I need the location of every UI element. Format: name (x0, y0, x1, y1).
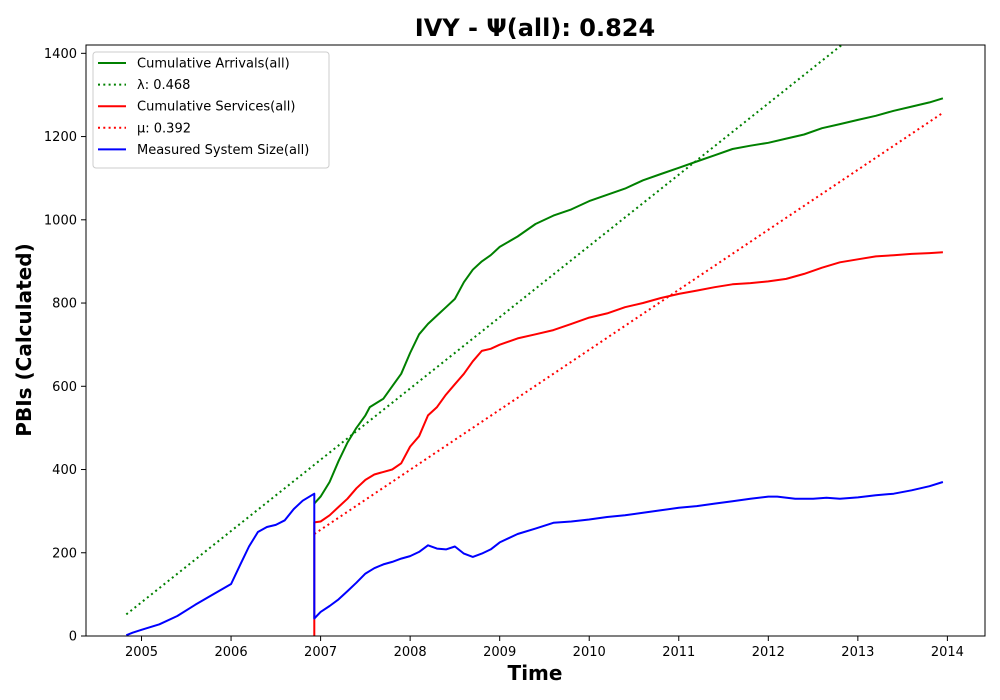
y-tick-label: 0 (69, 630, 77, 645)
x-tick-label: 2005 (125, 645, 158, 660)
x-tick-label: 2013 (841, 645, 874, 660)
x-tick-label: 2010 (573, 645, 606, 660)
y-tick-label: 600 (52, 380, 77, 395)
y-tick-label: 1000 (44, 213, 77, 228)
y-tick-label: 400 (52, 463, 77, 478)
x-tick-label: 2014 (931, 645, 964, 660)
x-tick-label: 2008 (394, 645, 427, 660)
y-tick-label: 1200 (44, 130, 77, 145)
y-axis-label: PBIs (Calculated) (12, 243, 36, 436)
legend-label-1: λ: 0.468 (137, 78, 190, 93)
x-tick-label: 2012 (752, 645, 785, 660)
y-tick-label: 1400 (44, 47, 77, 62)
y-tick-label: 200 (52, 546, 77, 561)
x-axis-label: Time (508, 661, 563, 685)
x-tick-label: 2009 (483, 645, 516, 660)
y-tick-label: 800 (52, 297, 77, 312)
chart-title: IVY - Ψ(all): 0.824 (415, 14, 655, 42)
x-tick-label: 2006 (215, 645, 248, 660)
legend-label-4: Measured System Size(all) (137, 143, 309, 158)
x-tick-label: 2007 (304, 645, 337, 660)
x-tick-label: 2011 (662, 645, 695, 660)
legend-label-2: Cumulative Services(all) (137, 100, 295, 115)
legend-label-3: μ: 0.392 (137, 121, 191, 136)
legend-label-0: Cumulative Arrivals(all) (137, 57, 290, 72)
legend: Cumulative Arrivals(all) λ: 0.468 Cumulati… (93, 52, 329, 168)
